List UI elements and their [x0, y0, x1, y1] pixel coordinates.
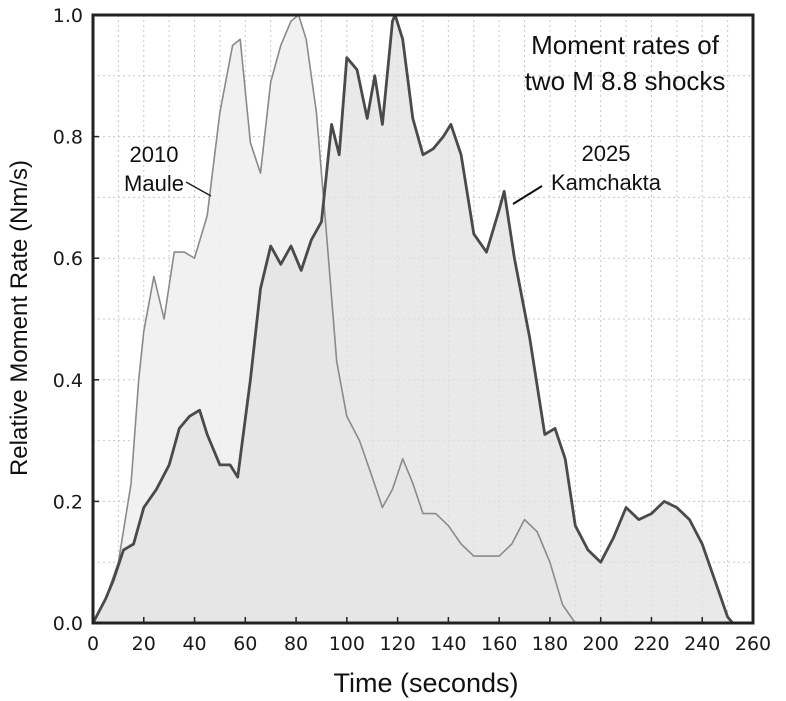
x-tick-label: 120 — [379, 633, 415, 655]
chart-title-line-2: two M 8.8 shocks — [525, 66, 726, 96]
kamchakta-label-name: Kamchakta — [551, 170, 662, 195]
y-tick-label: 0.6 — [53, 248, 83, 270]
x-tick-label: 100 — [329, 633, 365, 655]
2010-maule-line — [92, 14, 576, 624]
y-tick-label: 1.0 — [53, 5, 83, 27]
maule-label-name: Maule — [124, 171, 184, 196]
x-tick-label: 260 — [735, 633, 771, 655]
x-tick-label: 60 — [233, 633, 257, 655]
x-tick-label: 140 — [430, 633, 466, 655]
x-tick-label: 200 — [583, 633, 619, 655]
2025-kamchakta-area — [93, 15, 733, 623]
x-tick-label: 80 — [284, 633, 308, 655]
x-tick-label: 160 — [481, 633, 517, 655]
y-tick-label: 0.4 — [53, 370, 83, 392]
x-tick-label: 20 — [132, 633, 156, 655]
y-tick-label: 0.8 — [53, 127, 83, 149]
x-tick-label: 180 — [532, 633, 568, 655]
y-tick-label: 0.0 — [53, 613, 83, 635]
kamchakta-label-pointer — [512, 185, 543, 205]
y-axis-title: Relative Moment Rate (Nm/s) — [6, 160, 33, 476]
x-tick-label: 240 — [684, 633, 720, 655]
plot-frame — [91, 13, 755, 625]
y-tick-label: 0.2 — [53, 491, 83, 513]
series-areas — [93, 15, 733, 623]
x-tick-label: 220 — [633, 633, 669, 655]
series-lines — [91, 13, 734, 624]
x-tick-label: 40 — [182, 633, 206, 655]
maule-label-pointer — [185, 181, 212, 197]
kamchakta-label-year: 2025 — [582, 141, 631, 166]
2025-kamchakta-line — [91, 13, 734, 624]
axis-ticks: 0 20 40 60 80 100 120 140 160 180 200 220 240 260 0.0 0… — [53, 5, 771, 655]
x-axis-title: Time (seconds) — [333, 668, 518, 698]
maule-label-year: 2010 — [130, 142, 179, 167]
x-tick-label: 0 — [87, 633, 99, 655]
chart-title-line-1: Moment rates of — [531, 30, 720, 60]
